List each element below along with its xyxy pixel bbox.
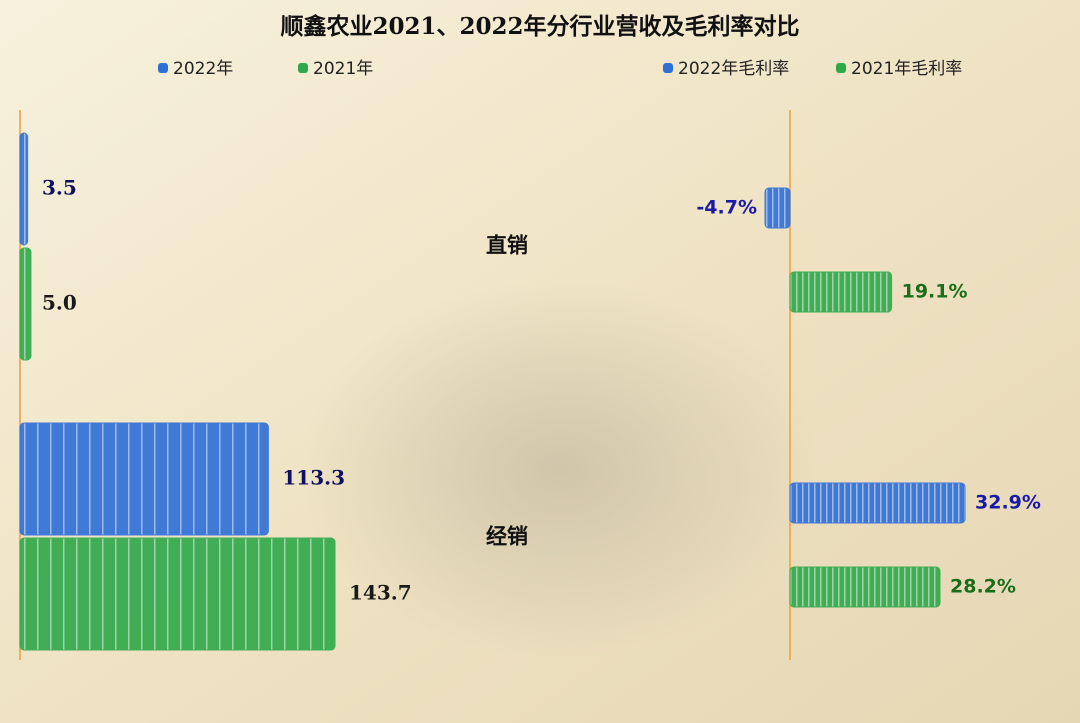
- legend-label: 2021年: [313, 59, 373, 79]
- bar: [789, 482, 966, 524]
- legend-swatch: [298, 63, 308, 73]
- category-label: 直销: [486, 233, 528, 258]
- data-label: 19.1%: [902, 281, 968, 303]
- legend-swatch: [663, 63, 673, 73]
- legend-swatch: [158, 63, 168, 73]
- data-label: 3.5: [42, 176, 77, 200]
- data-label: 143.7: [349, 581, 412, 605]
- data-label: 32.9%: [975, 492, 1041, 514]
- data-label: 28.2%: [950, 576, 1016, 598]
- legend-swatch: [836, 63, 846, 73]
- bar: [19, 537, 336, 651]
- legend-label: 2022年毛利率: [678, 59, 789, 79]
- data-label: 113.3: [282, 466, 345, 490]
- data-label: 5.0: [42, 291, 77, 315]
- bar: [19, 422, 269, 536]
- bar: [789, 271, 893, 313]
- chart-title: 顺鑫农业2021、2022年分行业营收及毛利率对比: [280, 13, 799, 40]
- bar: [19, 132, 29, 246]
- bar: [764, 187, 791, 229]
- bar: [19, 247, 32, 361]
- legend-label: 2022年: [173, 59, 233, 79]
- category-label: 经销: [486, 524, 528, 549]
- data-label: -4.7%: [696, 197, 757, 219]
- background-decor: [300, 280, 820, 660]
- legend-label: 2021年毛利率: [851, 59, 962, 79]
- bar: [789, 566, 941, 608]
